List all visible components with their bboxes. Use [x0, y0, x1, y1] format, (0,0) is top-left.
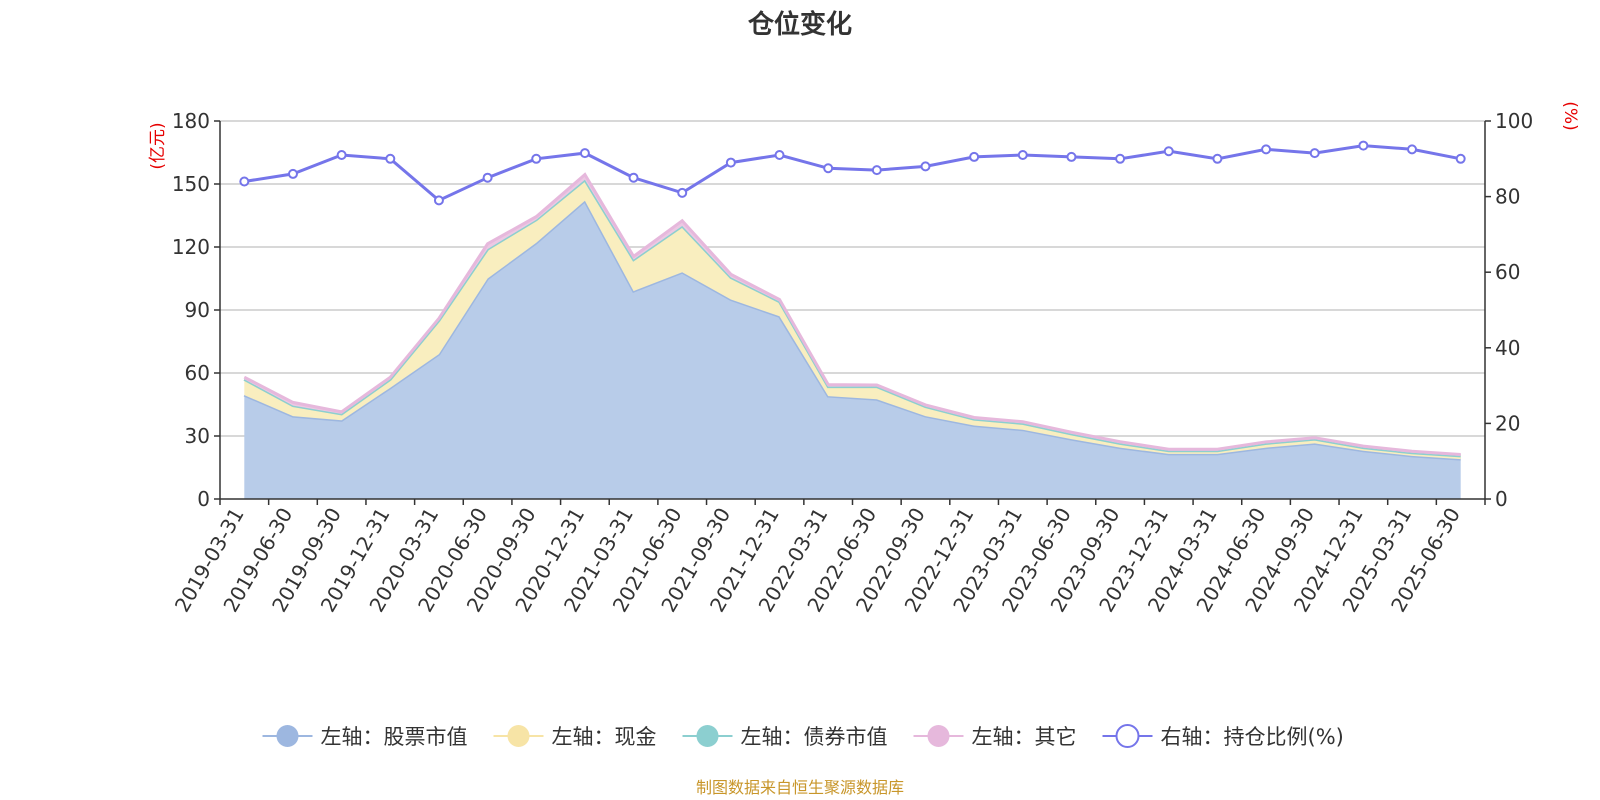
left-tick-label: 0	[197, 487, 210, 511]
ratio-point	[774, 150, 785, 161]
ratio-point	[1212, 153, 1223, 164]
ratio-point	[1358, 140, 1369, 151]
ratio-point	[1407, 144, 1418, 155]
right-axis-unit: (%)	[1560, 101, 1580, 130]
left-tick-label: 180	[172, 109, 210, 133]
ratio-point	[239, 176, 250, 187]
legend-marker	[1115, 724, 1140, 748]
legend-marker	[276, 725, 299, 747]
legend-item-1: 左轴：现金	[493, 725, 657, 749]
ratio-point	[482, 172, 493, 183]
ratio-point	[433, 195, 444, 206]
axes: 03060901201501800204060801002019-03-3120…	[170, 109, 1533, 616]
source-note: 制图数据来自恒生聚源数据库	[696, 778, 904, 797]
right-tick-label: 40	[1495, 336, 1520, 360]
legend-item-3: 左轴：其它	[913, 725, 1077, 749]
ratio-point	[920, 161, 931, 172]
legend-item-4: 右轴：持仓比例(%)	[1102, 724, 1344, 749]
ratio-point	[579, 148, 590, 159]
legend-marker	[507, 725, 530, 747]
legend: 左轴：股票市值 左轴：现金 左轴：债券市值 左轴：其它 右轴：持仓比例(%)	[262, 724, 1344, 749]
ratio-point	[1261, 144, 1272, 155]
ratio-point	[628, 172, 639, 183]
left-tick-label: 90	[185, 298, 210, 322]
ratio-point	[725, 157, 736, 168]
left-tick-label: 150	[172, 172, 210, 196]
position-ratio-series	[239, 140, 1466, 206]
chart-title: 仓位变化	[747, 9, 852, 40]
left-tick-label: 30	[185, 424, 210, 448]
ratio-point	[1017, 150, 1028, 161]
left-tick-label: 60	[185, 361, 210, 385]
legend-label: 左轴：其它	[972, 725, 1077, 749]
legend-marker	[927, 725, 950, 747]
ratio-point	[531, 153, 542, 164]
right-tick-label: 0	[1495, 487, 1508, 511]
ratio-point	[1455, 153, 1466, 164]
ratio-point	[1309, 148, 1320, 159]
ratio-point	[823, 163, 834, 174]
legend-label: 左轴：现金	[552, 725, 657, 749]
left-tick-label: 120	[172, 235, 210, 259]
legend-label: 右轴：持仓比例(%)	[1161, 725, 1344, 749]
ratio-point	[871, 165, 882, 176]
right-tick-label: 80	[1495, 185, 1520, 209]
legend-label: 左轴：股票市值	[321, 725, 468, 749]
ratio-point	[677, 187, 688, 198]
legend-item-0: 左轴：股票市值	[262, 725, 468, 749]
ratio-point	[1066, 151, 1077, 162]
ratio-point	[385, 153, 396, 164]
ratio-point	[287, 168, 298, 179]
legend-marker	[696, 725, 719, 747]
ratio-point	[336, 150, 347, 161]
stacked-areas	[243, 172, 1461, 500]
ratio-point	[969, 151, 980, 162]
left-axis-unit: (亿元)	[148, 122, 168, 169]
legend-item-2: 左轴：债券市值	[682, 725, 888, 749]
right-tick-label: 100	[1495, 109, 1533, 133]
area-series-0	[244, 200, 1461, 500]
legend-label: 左轴：债券市值	[741, 725, 888, 749]
ratio-point	[1163, 146, 1174, 157]
ratio-point	[1115, 153, 1126, 164]
ratio-line	[244, 144, 1461, 203]
area-series-line-3	[243, 172, 1461, 456]
right-tick-label: 60	[1495, 260, 1520, 284]
right-tick-label: 20	[1495, 411, 1520, 435]
